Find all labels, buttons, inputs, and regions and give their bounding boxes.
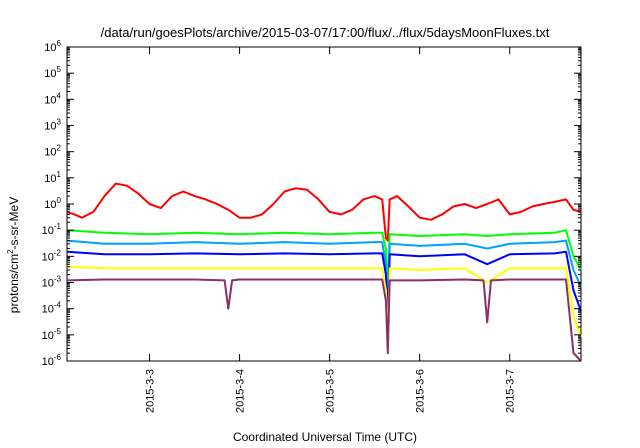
y-tick-label: 10-4 — [42, 301, 62, 316]
y-tick-label: 10-3 — [42, 275, 62, 290]
y-axis: 10-6 10-5 10-4 10-3 10-2 10-1 100 101 102 103 104 1… — [42, 39, 581, 368]
x-tick-label: 2015-3-7 — [505, 369, 517, 413]
x-tick-label: 2015-3-4 — [235, 369, 247, 413]
x-tick-label: 2015-3-5 — [325, 369, 337, 413]
series-line-2 — [66, 229, 582, 294]
x-tick-label: 2015-3-6 — [415, 369, 427, 413]
y-tick-label: 102 — [44, 144, 61, 159]
series-line-4 — [66, 250, 582, 324]
y-tick-label: 104 — [44, 91, 61, 106]
series-line-1 — [66, 182, 582, 242]
x-tick-label: 2015-3-3 — [145, 369, 157, 413]
y-tick-label: 10-2 — [42, 248, 62, 263]
y-tick-label: 105 — [44, 65, 61, 80]
series-line-5 — [66, 265, 582, 344]
y-tick-label: 100 — [44, 196, 61, 211]
plot-frame — [66, 46, 582, 362]
chart-title: /data/run/goesPlots/archive/2015-03-07/1… — [101, 25, 550, 40]
series-layer — [66, 182, 582, 362]
series-line-6 — [66, 278, 582, 362]
x-axis: 2015-3-3 2015-3-4 2015-3-5 2015-3-6 2015-3-7 — [145, 47, 517, 413]
y-axis-label: protons/cm2-s-sr-MeV — [6, 197, 21, 313]
plot-border — [66, 46, 582, 362]
y-tick-label: 103 — [44, 118, 61, 133]
y-tick-label: 101 — [44, 170, 61, 185]
y-tick-label: 10-5 — [42, 327, 62, 342]
y-tick-label: 106 — [44, 39, 61, 54]
y-tick-label: 10-6 — [42, 353, 62, 368]
y-tick-label: 10-1 — [42, 222, 62, 237]
x-axis-label: Coordinated Universal Time (UTC) — [233, 430, 417, 444]
series-line-3 — [66, 239, 582, 310]
